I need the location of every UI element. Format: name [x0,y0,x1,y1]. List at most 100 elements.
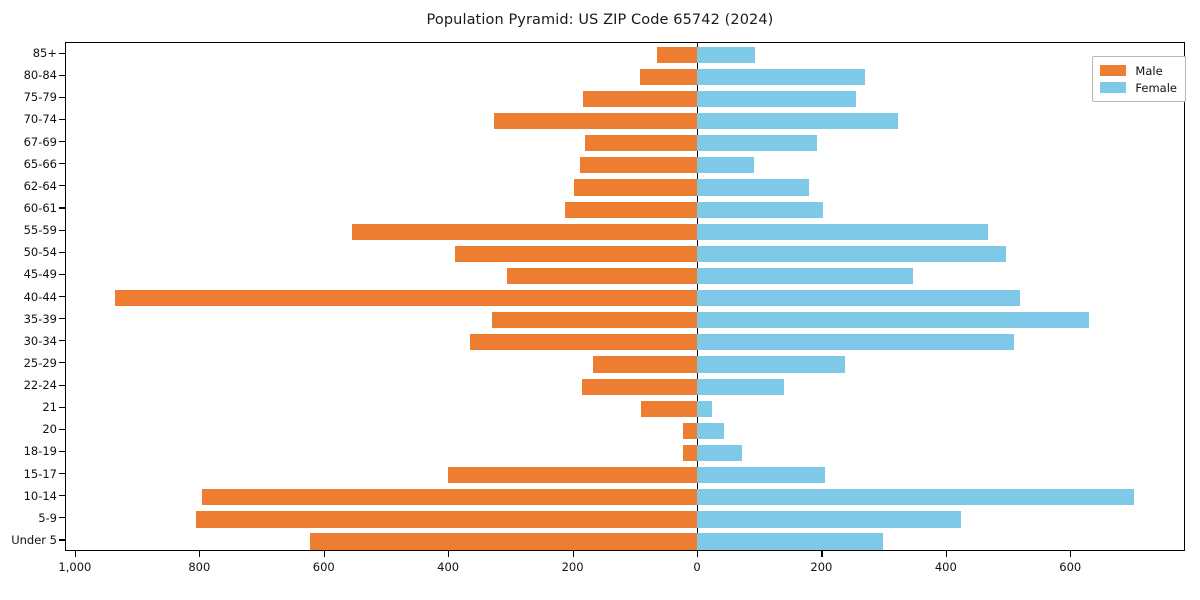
table-row [0,352,1200,377]
bar-female-20 [697,422,724,439]
y-axis-label: 15-17 [23,466,57,481]
bar-female-65-66 [697,157,755,174]
table-row [0,241,1200,266]
y-axis-tick [59,296,65,298]
bar-male-50-54 [455,245,697,262]
bar-female-25-29 [697,356,846,373]
bar-rows [0,42,1200,551]
legend-label: Female [1135,80,1177,95]
x-axis-tick [821,551,823,557]
table-row [0,64,1200,89]
y-axis-tick [59,74,65,76]
x-axis-label: 400 [934,560,957,574]
legend-item-female[interactable]: Female [1100,79,1177,96]
bar-female-50-54 [697,245,1007,262]
y-axis-label: 10-14 [23,488,57,503]
bar-male-18-19 [683,444,697,462]
y-axis-label: 45-49 [23,267,57,282]
y-axis-tick [59,318,65,320]
legend-item-male[interactable]: Male [1100,62,1177,79]
y-axis-tick [59,406,65,408]
y-axis-tick [59,229,65,231]
bar-female-55-59 [697,223,989,240]
bar-female-30-34 [697,334,1015,351]
x-axis-tick [448,551,450,557]
table-row [0,462,1200,487]
y-axis-tick [59,495,65,497]
x-axis-label: 800 [188,560,211,574]
bar-male-62-64 [573,179,697,196]
bar-male-67-69 [585,135,697,152]
y-axis-label: 65-66 [23,156,57,171]
x-axis-tick [572,551,574,557]
table-row [0,374,1200,399]
bar-male-45-49 [507,267,697,285]
x-axis-tick [323,551,325,557]
bar-male-22-24 [581,378,697,395]
table-row [0,86,1200,111]
x-axis-label: 600 [312,560,335,574]
y-axis-label: 18-19 [23,444,57,459]
table-row [0,153,1200,178]
table-row [0,418,1200,443]
bar-male-20 [683,422,697,439]
y-axis-tick [59,384,65,386]
table-row [0,175,1200,200]
x-axis-tick [945,551,947,557]
bar-male-35-39 [491,312,697,329]
y-axis-tick [59,96,65,98]
table-row [0,440,1200,465]
bar-female-15-17 [697,467,826,484]
bar-male-15-17 [448,467,697,484]
y-axis-tick [59,340,65,342]
table-row [0,219,1200,244]
table-row [0,330,1200,355]
y-axis-tick [59,185,65,187]
bar-male-60-61 [565,201,697,218]
y-axis-tick [59,118,65,121]
legend-label: Male [1135,63,1163,78]
bar-female-62-64 [697,179,809,196]
y-axis-tick [59,428,65,430]
bar-female-under-5 [697,533,883,550]
bar-female-40-44 [697,290,1020,307]
bar-male-30-34 [469,334,697,351]
bar-male-55-59 [352,223,697,240]
y-axis-label: 25-29 [23,355,57,370]
bar-female-60-61 [697,201,824,218]
y-axis-tick [59,141,65,143]
x-axis-tick [74,551,76,557]
y-axis-label: 20 [42,422,57,437]
bar-male-5-9 [196,511,697,528]
y-axis-label: 80-84 [23,68,57,83]
x-axis-tick [1070,551,1072,557]
y-axis-label: 5-9 [38,510,57,525]
y-axis-tick [59,251,65,253]
table-row [0,285,1200,310]
bar-male-21 [641,400,697,417]
y-axis-label: 55-59 [23,223,57,238]
y-axis-label: 75-79 [23,90,57,105]
bar-female-70-74 [697,112,898,130]
y-axis-label: 70-74 [23,112,57,127]
table-row [0,42,1200,67]
table-row [0,529,1200,554]
bar-female-80-84 [697,68,865,85]
y-axis-label: 50-54 [23,245,57,260]
chart-title: Population Pyramid: US ZIP Code 65742 (2… [426,12,774,28]
y-axis-tick [59,539,65,541]
bar-female-45-49 [697,267,913,285]
legend-swatch-icon [1100,65,1127,76]
y-axis-tick [59,207,65,209]
y-axis-tick [59,52,65,54]
x-axis-label: 1,000 [58,560,92,574]
bar-female-18-19 [697,444,742,462]
bar-male-under-5 [310,533,697,550]
table-row [0,507,1200,532]
y-axis-label: 85+ [32,46,57,61]
table-row [0,131,1200,156]
bar-male-40-44 [114,290,697,307]
bar-male-80-84 [639,68,697,85]
bar-female-85- [697,46,755,63]
